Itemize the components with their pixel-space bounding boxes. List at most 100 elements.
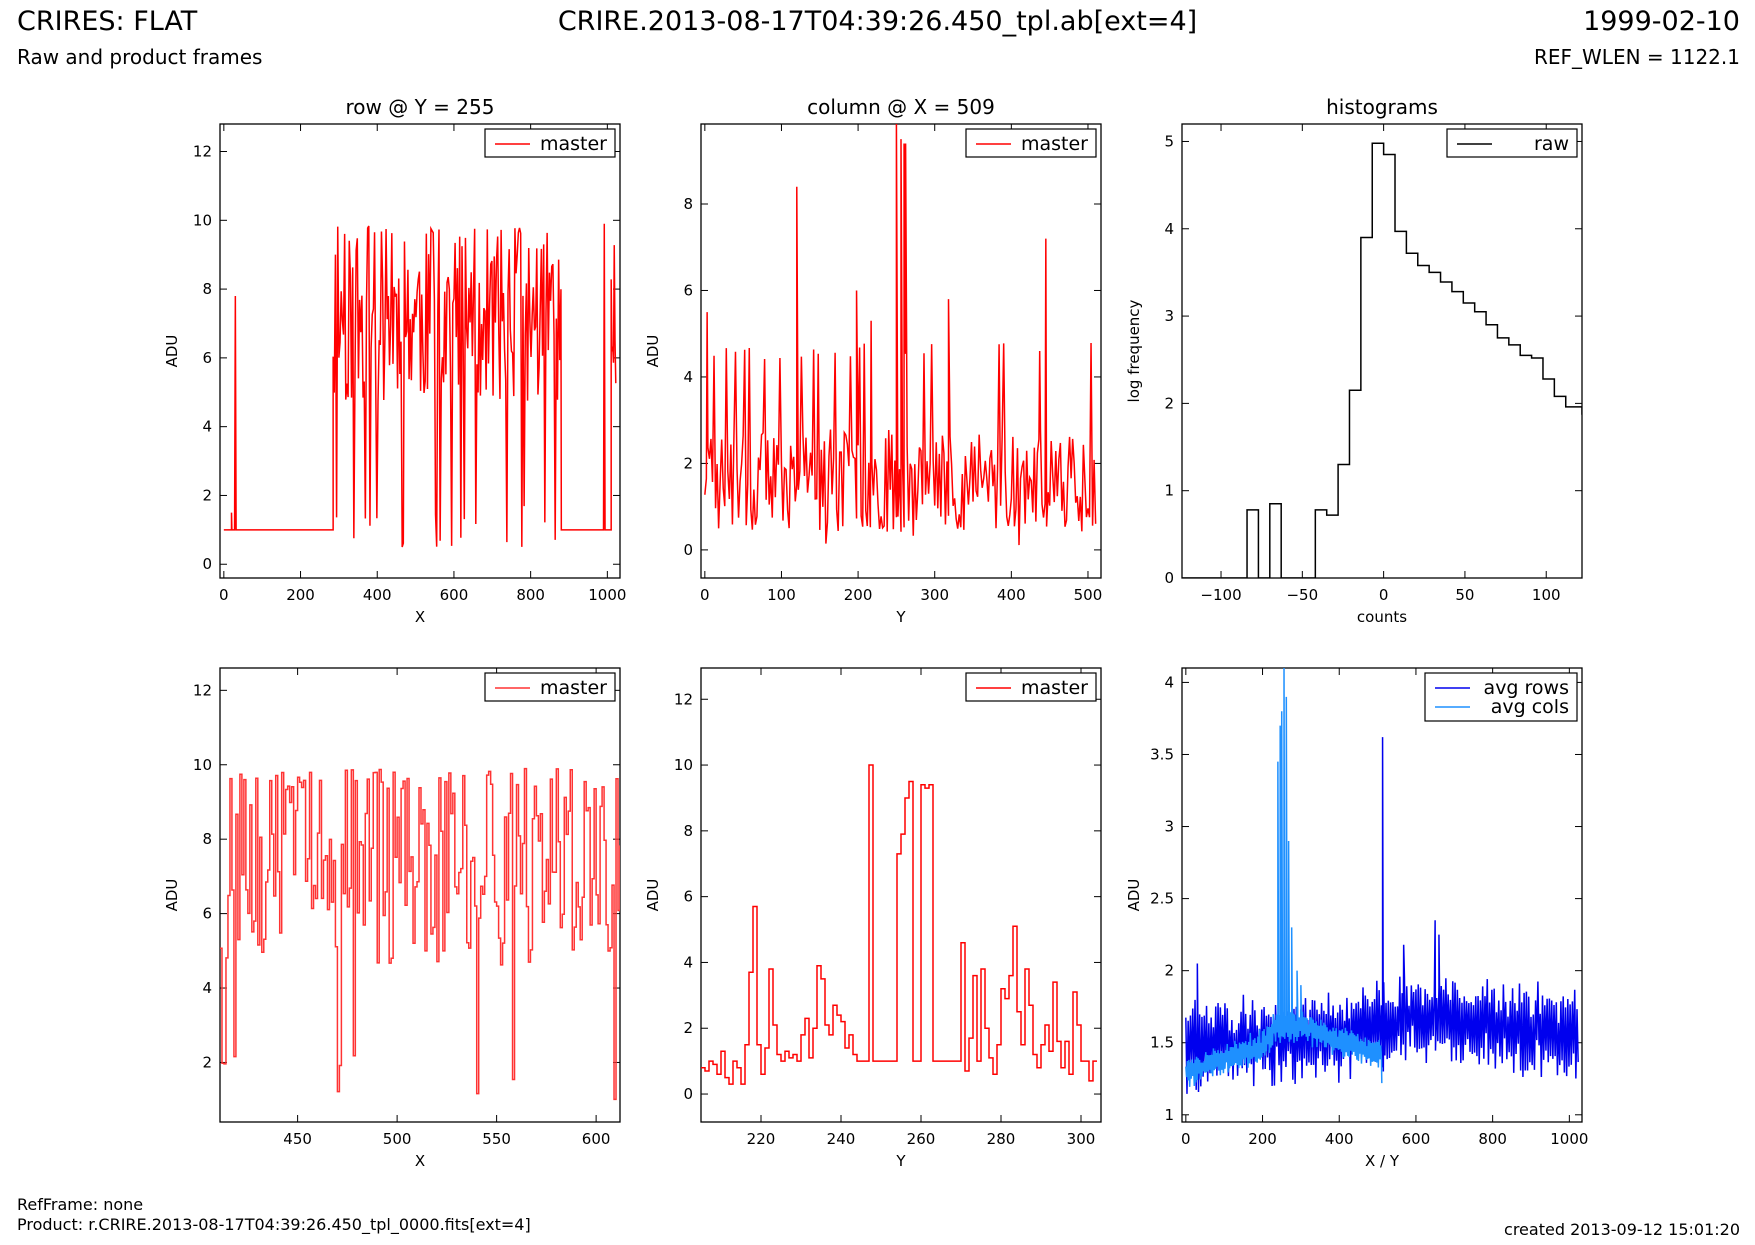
legend-label: master	[540, 677, 607, 699]
x-tick-label: 800	[516, 586, 545, 604]
x-tick-label: 200	[844, 586, 873, 604]
y-tick-label: 0	[683, 1085, 693, 1103]
y-axis-label: ADU	[1125, 879, 1143, 912]
x-axis-label: X	[415, 1152, 425, 1170]
x-tick-label: 600	[1402, 1130, 1431, 1148]
y-tick-label: 4	[202, 418, 212, 436]
x-tick-label: 100	[1532, 586, 1561, 604]
legend-label: master	[540, 133, 607, 155]
legend-box	[1446, 128, 1578, 158]
x-tick-label: −50	[1286, 586, 1318, 604]
plot-area	[1182, 142, 1582, 578]
chart-title: column @ X = 509	[807, 95, 995, 119]
x-tick-label: 500	[1074, 586, 1103, 604]
x-tick-label: 400	[1325, 1130, 1354, 1148]
x-tick-label: 300	[920, 586, 949, 604]
y-tick-label: 5	[1164, 132, 1174, 150]
x-tick-label: 450	[283, 1130, 312, 1148]
refframe-note: RefFrame: none	[17, 1195, 144, 1214]
y-tick-label: 6	[683, 888, 693, 906]
x-tick-label: 240	[827, 1130, 856, 1148]
histogram-raw	[1182, 142, 1582, 578]
x-tick-label: 550	[482, 1130, 511, 1148]
y-tick-label: 10	[193, 756, 212, 774]
y-tick-label: 4	[202, 979, 212, 997]
x-axis-label: X / Y	[1365, 1152, 1400, 1170]
report-subtitle: Raw and product frames	[17, 45, 263, 69]
legend: master	[965, 672, 1097, 702]
product-note: Product: r.CRIRE.2013-08-17T04:39:26.450…	[17, 1215, 531, 1234]
legend-box	[484, 672, 616, 702]
x-tick-label: 0	[1379, 586, 1389, 604]
plot-frame	[1181, 123, 1583, 579]
x-tick-label: 1000	[588, 586, 626, 604]
chart-title: row @ Y = 255	[346, 95, 495, 119]
legend-label: master	[1021, 677, 1088, 699]
y-tick-label: 0	[683, 541, 693, 559]
legend-box	[965, 128, 1097, 158]
y-tick-label: 10	[674, 756, 693, 774]
created-note: created 2013-09-12 15:01:20	[1504, 1220, 1740, 1239]
x-axis-label: X	[415, 608, 425, 626]
chart-panel-row-zoom: 450 500 550 600 2 4 6 8 10 12 X ADU master	[163, 667, 621, 1170]
x-tick-label: 600	[582, 1130, 611, 1148]
x-tick-label: 0	[1181, 1130, 1191, 1148]
series-line-master	[220, 767, 620, 1101]
x-tick-label: 0	[219, 586, 229, 604]
y-axis-label: ADU	[163, 879, 181, 912]
legend: master	[965, 128, 1097, 158]
legend-box	[484, 128, 616, 158]
y-tick-label: 2	[1164, 394, 1174, 412]
x-tick-label: 200	[286, 586, 315, 604]
plot-area	[704, 124, 1097, 546]
y-tick-label: 8	[202, 280, 212, 298]
y-tick-label: 2	[683, 1019, 693, 1037]
x-tick-label: 600	[440, 586, 469, 604]
y-tick-label: 12	[674, 690, 693, 708]
plot-area	[220, 767, 620, 1101]
plot-area	[1185, 668, 1579, 1094]
legend: master	[484, 672, 616, 702]
x-tick-label: 200	[1248, 1130, 1277, 1148]
y-tick-label: 2	[202, 486, 212, 504]
report-date: 1999-02-10	[1583, 6, 1740, 37]
y-tick-label: 2.5	[1150, 890, 1174, 908]
y-tick-label: 6	[683, 281, 693, 299]
y-tick-label: 6	[202, 349, 212, 367]
y-tick-label: 12	[193, 681, 212, 699]
y-tick-label: 4	[683, 953, 693, 971]
series-line-master	[701, 764, 1097, 1085]
x-tick-label: 500	[383, 1130, 412, 1148]
y-tick-label: 3	[1164, 307, 1174, 325]
y-axis-label: ADU	[644, 879, 662, 912]
y-axis-label: log frequency	[1125, 299, 1143, 402]
x-tick-label: 300	[1067, 1130, 1096, 1148]
x-tick-label: 220	[747, 1130, 776, 1148]
y-tick-label: 1.5	[1150, 1034, 1174, 1052]
x-tick-label: −100	[1200, 586, 1241, 604]
legend-label: avg cols	[1491, 696, 1569, 718]
x-tick-label: 0	[700, 586, 710, 604]
y-tick-label: 4	[1164, 220, 1174, 238]
y-tick-label: 0	[202, 555, 212, 573]
legend-box	[965, 672, 1097, 702]
x-tick-label: 1000	[1550, 1130, 1588, 1148]
ref-wlen: REF_WLEN = 1122.1	[1533, 45, 1740, 69]
legend-label: master	[1021, 133, 1088, 155]
legend-label: raw	[1534, 133, 1569, 155]
y-tick-label: 1	[1164, 1106, 1174, 1124]
x-axis-label: Y	[895, 1152, 906, 1170]
chart-panel-histogram: −100 −50 0 50 100 0 1 2 3 4 5 histograms counts log f…	[1125, 95, 1583, 626]
chart-panel-row-full: 0 200 400 600 800 1000 0 2 4 6 8 10 12 row @ Y = 255 X…	[163, 95, 626, 626]
y-tick-label: 8	[202, 830, 212, 848]
y-tick-label: 2	[1164, 962, 1174, 980]
y-tick-label: 1	[1164, 482, 1174, 500]
legend: master	[484, 128, 616, 158]
plot-area	[701, 764, 1097, 1085]
y-tick-label: 4	[683, 368, 693, 386]
y-tick-label: 12	[193, 143, 212, 161]
y-tick-label: 3.5	[1150, 745, 1174, 763]
chart-panel-column-full: 0 100 200 300 400 500 0 2 4 6 8 column @ X = 509 Y AD…	[644, 95, 1102, 626]
x-tick-label: 280	[987, 1130, 1016, 1148]
